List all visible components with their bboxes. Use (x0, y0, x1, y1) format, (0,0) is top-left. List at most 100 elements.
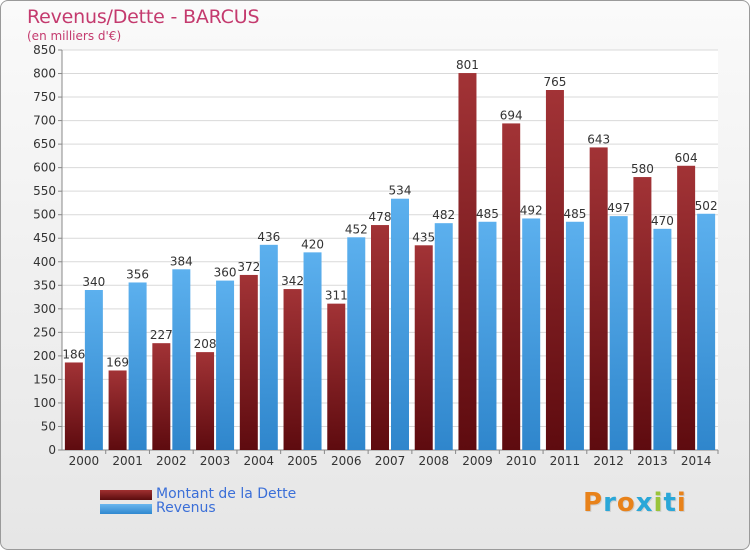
data-label: 311 (325, 289, 348, 303)
y-tick-label: 850 (33, 43, 56, 57)
chart-title: Revenus/Dette - BARCUS (27, 6, 260, 28)
x-tick-label: 2007 (375, 454, 406, 468)
bar-dette (371, 225, 389, 450)
y-tick-label: 700 (33, 114, 56, 128)
legend-label-dette: Montant de la Dette (156, 486, 297, 502)
data-label: 485 (476, 207, 499, 221)
bar-revenus (172, 269, 191, 450)
data-label: 360 (214, 266, 237, 280)
data-label: 492 (520, 203, 543, 217)
bar-revenus (478, 221, 497, 450)
y-tick-label: 400 (33, 255, 56, 269)
x-tick-label: 2000 (69, 454, 100, 468)
data-label: 436 (257, 230, 280, 244)
y-tick-label: 550 (33, 184, 56, 198)
x-tick-label: 2011 (550, 454, 581, 468)
data-label: 765 (543, 75, 566, 89)
x-tick-label: 2010 (506, 454, 537, 468)
data-label: 534 (389, 184, 412, 198)
bar-revenus (565, 221, 584, 450)
data-label: 801 (456, 58, 479, 72)
data-label: 485 (563, 207, 586, 221)
bar-dette (196, 352, 215, 450)
data-label: 169 (106, 355, 129, 369)
data-label: 604 (675, 151, 698, 165)
logo-letter: x (635, 488, 654, 518)
data-label: 227 (150, 328, 173, 342)
bar-revenus (303, 252, 322, 450)
y-tick-label: 200 (33, 349, 56, 363)
y-tick-label: 250 (33, 325, 56, 339)
data-label: 643 (587, 132, 610, 146)
data-label: 340 (82, 275, 105, 289)
bar-revenus (391, 198, 409, 450)
data-label: 356 (126, 267, 149, 281)
bar-dette (108, 370, 127, 450)
legend-swatch-revenus (100, 504, 152, 514)
legend-swatch-dette (100, 490, 152, 500)
bar-dette (633, 177, 652, 450)
data-label: 470 (651, 214, 674, 228)
logo-letter: P (583, 488, 604, 518)
x-tick-label: 2002 (156, 454, 187, 468)
data-label: 342 (281, 274, 304, 288)
data-label: 384 (170, 254, 193, 268)
bar-dette (64, 362, 83, 450)
y-tick-label: 600 (33, 161, 56, 175)
y-tick-label: 0 (48, 443, 56, 457)
data-label: 208 (194, 337, 217, 351)
logo-letter: t (663, 488, 677, 518)
data-label: 452 (345, 222, 368, 236)
bar-dette (414, 245, 433, 450)
y-tick-label: 350 (33, 278, 56, 292)
y-tick-label: 500 (33, 208, 56, 222)
x-tick-label: 2005 (287, 454, 318, 468)
bar-dette (545, 90, 564, 450)
data-label: 482 (432, 208, 455, 222)
data-label: 694 (500, 108, 523, 122)
bar-dette (152, 343, 171, 450)
y-tick-label: 100 (33, 396, 56, 410)
data-label: 497 (607, 201, 630, 215)
data-label: 580 (631, 162, 654, 176)
logo-letter: r (603, 488, 617, 518)
x-tick-label: 2013 (637, 454, 668, 468)
x-tick-label: 2004 (244, 454, 275, 468)
y-tick-label: 300 (33, 302, 56, 316)
bar-dette (677, 165, 696, 450)
y-tick-label: 750 (33, 90, 56, 104)
bar-revenus (434, 223, 453, 450)
bar-dette (502, 123, 521, 450)
logo-letter: i (676, 488, 687, 518)
bar-revenus (84, 290, 103, 450)
data-label: 435 (412, 230, 435, 244)
bar-revenus (653, 228, 672, 450)
x-tick-label: 2014 (681, 454, 712, 468)
y-tick-label: 650 (33, 137, 56, 151)
logo-letter: i (653, 488, 664, 518)
x-tick-label: 2001 (112, 454, 143, 468)
bar-revenus (128, 282, 147, 450)
x-tick-label: 2006 (331, 454, 362, 468)
bar-revenus (609, 216, 628, 450)
legend-label-revenus: Revenus (156, 500, 216, 516)
data-label: 186 (62, 347, 85, 361)
bar-revenus (697, 213, 716, 450)
data-label: 502 (695, 199, 718, 213)
plot-area (62, 50, 718, 450)
y-tick-label: 800 (33, 67, 56, 81)
y-tick-label: 450 (33, 231, 56, 245)
bar-dette (283, 289, 302, 450)
bar-dette (327, 303, 346, 450)
bar-revenus (347, 237, 366, 450)
data-label: 372 (237, 260, 260, 274)
y-tick-label: 50 (41, 419, 56, 433)
bar-revenus (216, 280, 235, 450)
x-tick-label: 2012 (593, 454, 624, 468)
data-label: 420 (301, 237, 324, 251)
chart-subtitle: (en milliers d'€) (27, 29, 122, 43)
logo-letter: o (616, 488, 636, 518)
bar-revenus (522, 218, 541, 450)
bar-dette (589, 147, 608, 451)
